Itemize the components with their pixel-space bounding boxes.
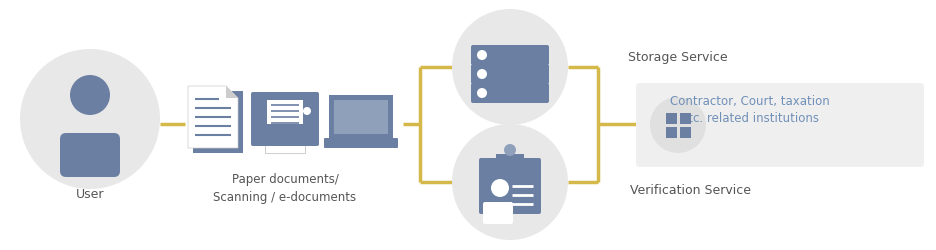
Circle shape (477, 89, 487, 99)
FancyBboxPatch shape (636, 84, 924, 167)
Bar (666, 128, 677, 138)
Circle shape (504, 144, 516, 156)
FancyBboxPatch shape (483, 202, 513, 224)
Bar (267, 100, 303, 124)
Bar (329, 96, 393, 140)
Circle shape (452, 124, 568, 240)
Polygon shape (226, 87, 238, 99)
Bar (680, 128, 691, 138)
FancyBboxPatch shape (471, 65, 549, 85)
Polygon shape (188, 87, 238, 148)
FancyBboxPatch shape (60, 134, 120, 177)
Circle shape (70, 76, 110, 116)
Text: User: User (76, 188, 104, 201)
Circle shape (477, 51, 487, 61)
FancyBboxPatch shape (324, 138, 398, 148)
Circle shape (477, 70, 487, 80)
Bar (666, 114, 677, 124)
Bar (193, 92, 243, 154)
Bar (496, 154, 524, 164)
Circle shape (650, 98, 706, 154)
Circle shape (303, 108, 311, 116)
FancyBboxPatch shape (479, 158, 541, 214)
Circle shape (452, 10, 568, 126)
Bar (680, 114, 691, 124)
Text: Storage Service: Storage Service (628, 51, 727, 64)
Circle shape (491, 179, 509, 197)
FancyBboxPatch shape (471, 46, 549, 66)
FancyBboxPatch shape (251, 93, 319, 146)
Bar (334, 100, 388, 134)
Text: Verification Service: Verification Service (630, 184, 751, 197)
Text: Contractor, Court, taxation
etc. related institutions: Contractor, Court, taxation etc. related… (670, 94, 830, 125)
Circle shape (20, 50, 160, 189)
Text: Paper documents/
Scanning / e-documents: Paper documents/ Scanning / e-documents (213, 172, 357, 203)
FancyBboxPatch shape (471, 84, 549, 103)
Bar (265, 138, 305, 154)
